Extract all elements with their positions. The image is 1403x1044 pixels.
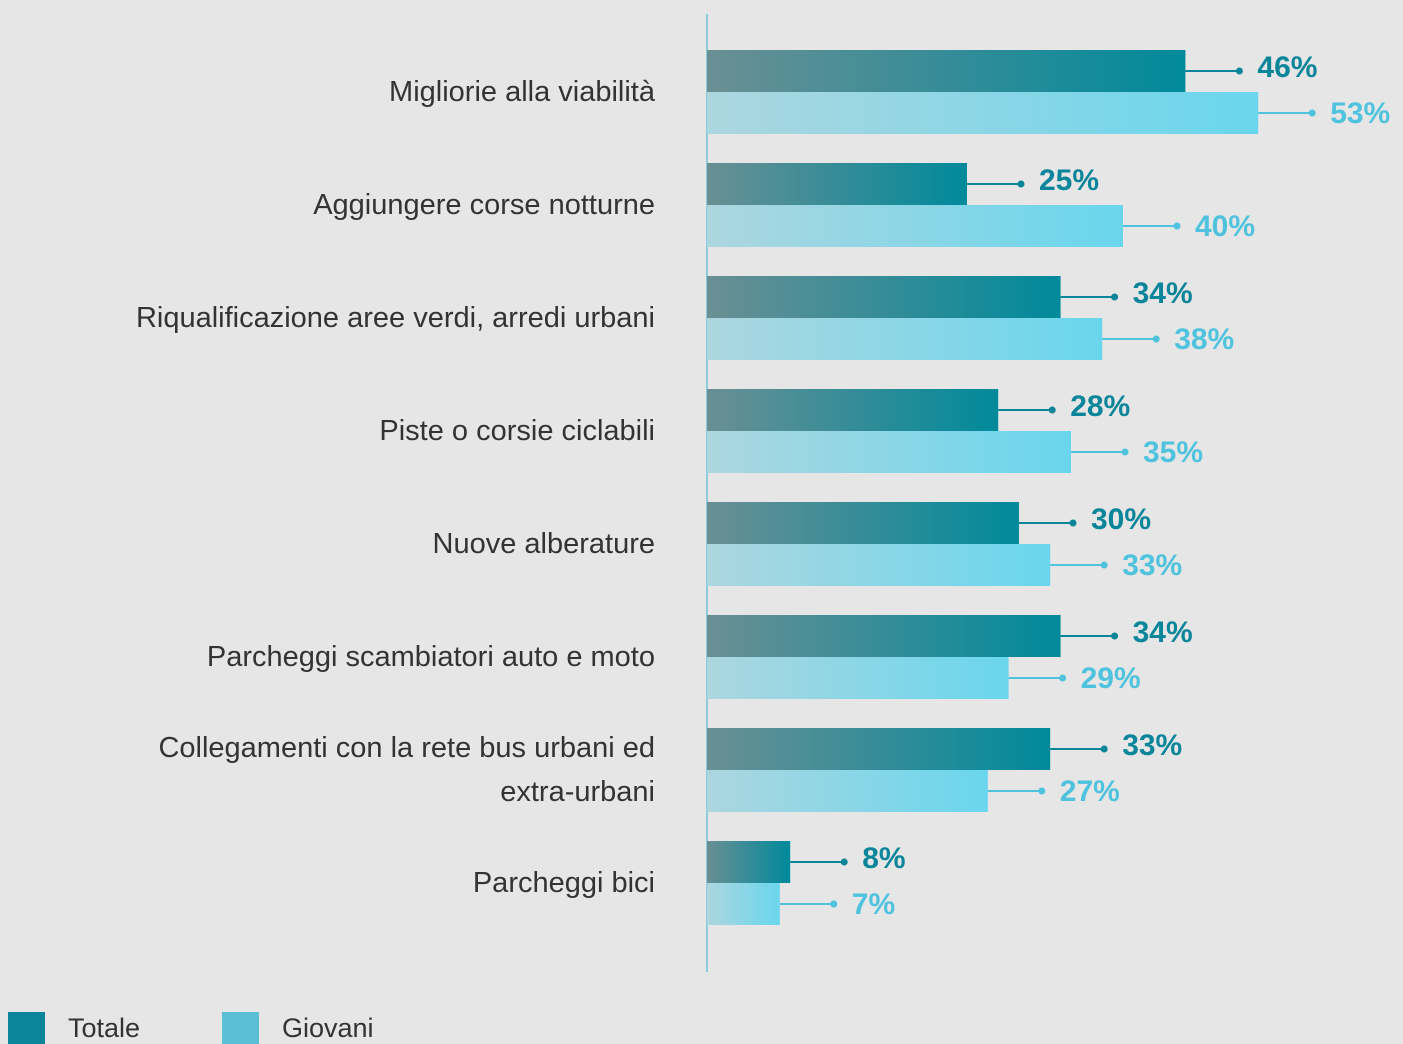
leader-dot bbox=[1069, 519, 1077, 527]
value-label: 27% bbox=[1060, 775, 1120, 808]
bar bbox=[707, 276, 1061, 318]
category-label: Parcheggi scambiatori auto e moto bbox=[206, 641, 655, 673]
value-label: 35% bbox=[1143, 436, 1203, 469]
leader-dot bbox=[1100, 745, 1108, 753]
value-label: 33% bbox=[1122, 549, 1182, 582]
bar bbox=[707, 389, 999, 431]
category-label: Aggiungere corse notturne bbox=[313, 189, 655, 221]
bar bbox=[707, 728, 1051, 770]
value-label: 40% bbox=[1195, 210, 1255, 243]
bar bbox=[707, 841, 791, 883]
leader-dot bbox=[830, 900, 838, 908]
value-label: 25% bbox=[1039, 164, 1099, 197]
value-label: 33% bbox=[1122, 729, 1182, 762]
leader-dot bbox=[1048, 406, 1056, 414]
category-label: Parcheggi bici bbox=[472, 867, 655, 899]
leader-dot bbox=[1308, 109, 1316, 117]
bar bbox=[707, 883, 780, 925]
leader-dot bbox=[1235, 67, 1243, 75]
value-label: 34% bbox=[1133, 277, 1193, 310]
category-label: Nuove alberature bbox=[432, 528, 655, 560]
leader-dot bbox=[1111, 293, 1119, 301]
legend-swatch bbox=[8, 1012, 45, 1044]
value-label: 34% bbox=[1133, 616, 1193, 649]
bar bbox=[707, 502, 1019, 544]
leader-dot bbox=[1152, 335, 1160, 343]
value-label: 7% bbox=[852, 888, 895, 921]
leader-dot bbox=[1100, 561, 1108, 569]
bar bbox=[707, 318, 1103, 360]
legend-label: Totale bbox=[68, 1013, 140, 1043]
value-label: 28% bbox=[1070, 390, 1130, 423]
category-label: Migliorie alla viabilità bbox=[389, 76, 655, 108]
legend-label: Giovani bbox=[282, 1013, 374, 1043]
value-label: 38% bbox=[1174, 323, 1234, 356]
leader-dot bbox=[1121, 448, 1129, 456]
bar bbox=[707, 431, 1071, 473]
leader-dot bbox=[1017, 180, 1025, 188]
leader-dot bbox=[1173, 222, 1181, 230]
bar bbox=[707, 657, 1009, 699]
legend-swatch bbox=[222, 1012, 259, 1044]
bar bbox=[707, 163, 967, 205]
bar bbox=[707, 770, 988, 812]
bar bbox=[707, 615, 1061, 657]
leader-dot bbox=[840, 858, 848, 866]
value-label: 46% bbox=[1257, 51, 1317, 84]
category-label: Riqualificazione aree verdi, arredi urba… bbox=[135, 302, 655, 334]
category-label: Collegamenti con la rete bus urbani ed e… bbox=[158, 732, 655, 808]
leader-dot bbox=[1038, 787, 1046, 795]
bar bbox=[707, 205, 1123, 247]
value-label: 30% bbox=[1091, 503, 1151, 536]
value-label: 53% bbox=[1330, 97, 1390, 130]
leader-dot bbox=[1111, 632, 1119, 640]
bar bbox=[707, 50, 1186, 92]
bar bbox=[707, 92, 1259, 134]
value-label: 29% bbox=[1081, 662, 1141, 695]
value-label: 8% bbox=[862, 842, 905, 875]
bar bbox=[707, 544, 1051, 586]
category-label: Piste o corsie ciclabili bbox=[379, 415, 655, 447]
leader-dot bbox=[1059, 674, 1067, 682]
